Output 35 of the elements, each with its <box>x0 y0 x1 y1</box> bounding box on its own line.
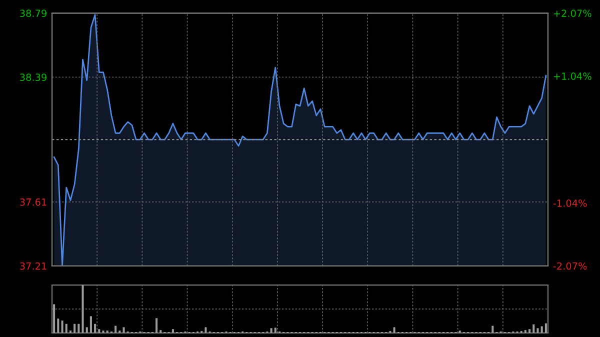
y-tick-label: 37.21 <box>20 262 46 270</box>
bar <box>74 324 76 333</box>
y-tick-label: 38.79 <box>20 10 46 17</box>
bar <box>78 324 80 333</box>
bar <box>94 324 96 333</box>
bar <box>492 326 494 333</box>
bar <box>204 327 207 333</box>
bar <box>61 320 64 333</box>
bar <box>82 285 84 333</box>
bar <box>122 327 125 333</box>
bar <box>528 329 531 333</box>
bar <box>156 318 158 333</box>
bar <box>393 327 396 333</box>
bar <box>57 318 60 333</box>
bar <box>274 328 276 333</box>
y-tick-label: 37.61 <box>20 198 46 206</box>
y2-tick-label: +2.07% <box>554 10 592 17</box>
bar <box>98 329 100 333</box>
bar <box>544 323 547 333</box>
bar <box>86 327 88 333</box>
bar <box>524 330 526 333</box>
y2-tick-label: +1.04% <box>554 72 592 80</box>
bar <box>172 329 174 333</box>
bar <box>536 328 539 333</box>
bar <box>532 324 535 333</box>
bar <box>90 316 92 333</box>
y-tick-label: 38.39 <box>20 74 46 81</box>
y2-tick-label: -2.07% <box>553 262 587 270</box>
bar <box>53 304 56 333</box>
bar <box>65 324 68 333</box>
bar <box>270 328 272 333</box>
y2-tick-label: -1.04% <box>553 199 587 207</box>
bar <box>540 326 543 333</box>
bar <box>160 330 162 333</box>
bar <box>114 326 117 333</box>
